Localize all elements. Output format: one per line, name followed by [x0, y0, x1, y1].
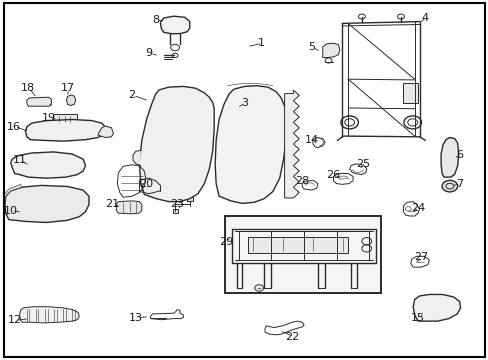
FancyBboxPatch shape: [248, 237, 347, 253]
Text: 8: 8: [152, 15, 159, 25]
FancyBboxPatch shape: [53, 114, 77, 124]
Text: 7: 7: [455, 179, 462, 189]
FancyBboxPatch shape: [57, 127, 68, 135]
Text: 23: 23: [170, 199, 183, 209]
Polygon shape: [160, 16, 189, 34]
Polygon shape: [322, 43, 339, 58]
Text: 9: 9: [145, 48, 152, 58]
Text: 1: 1: [258, 38, 264, 48]
FancyBboxPatch shape: [187, 197, 193, 201]
Polygon shape: [98, 126, 113, 138]
FancyBboxPatch shape: [172, 209, 178, 213]
Text: 28: 28: [294, 176, 309, 186]
Text: 12: 12: [8, 315, 21, 325]
Text: 4: 4: [421, 13, 428, 23]
FancyBboxPatch shape: [46, 100, 51, 105]
Text: 20: 20: [139, 179, 152, 189]
Text: 5: 5: [308, 42, 315, 52]
FancyBboxPatch shape: [70, 127, 81, 135]
Text: 15: 15: [410, 312, 424, 323]
Text: 25: 25: [355, 159, 369, 169]
Polygon shape: [25, 120, 105, 141]
Text: 14: 14: [305, 135, 318, 145]
Polygon shape: [116, 201, 142, 214]
Text: 3: 3: [241, 98, 247, 108]
Polygon shape: [284, 90, 299, 198]
Polygon shape: [133, 150, 141, 166]
Polygon shape: [11, 152, 85, 178]
Text: 19: 19: [42, 113, 56, 123]
Polygon shape: [66, 95, 76, 105]
Polygon shape: [215, 86, 285, 203]
Polygon shape: [440, 138, 458, 177]
Polygon shape: [139, 86, 214, 202]
Text: 11: 11: [13, 155, 26, 165]
Text: 16: 16: [7, 122, 20, 132]
Text: 26: 26: [326, 170, 340, 180]
Bar: [403, 83, 417, 103]
Text: 2: 2: [128, 90, 135, 100]
Polygon shape: [5, 185, 89, 222]
Text: 17: 17: [61, 83, 74, 93]
Polygon shape: [412, 294, 460, 321]
Text: 10: 10: [4, 206, 18, 216]
FancyBboxPatch shape: [43, 127, 55, 135]
Circle shape: [441, 180, 457, 192]
Text: 13: 13: [129, 312, 142, 323]
FancyBboxPatch shape: [32, 100, 36, 105]
Text: 22: 22: [285, 332, 299, 342]
FancyBboxPatch shape: [41, 100, 46, 105]
Polygon shape: [27, 97, 51, 106]
Bar: [224, 216, 381, 293]
Text: 21: 21: [105, 199, 119, 210]
Text: 6: 6: [455, 150, 462, 160]
Text: 29: 29: [218, 237, 233, 247]
Polygon shape: [20, 307, 79, 323]
Text: 27: 27: [413, 252, 428, 262]
Polygon shape: [284, 140, 293, 158]
Polygon shape: [4, 184, 22, 205]
FancyBboxPatch shape: [37, 100, 41, 105]
Text: 24: 24: [410, 203, 425, 213]
Text: 18: 18: [21, 83, 35, 93]
